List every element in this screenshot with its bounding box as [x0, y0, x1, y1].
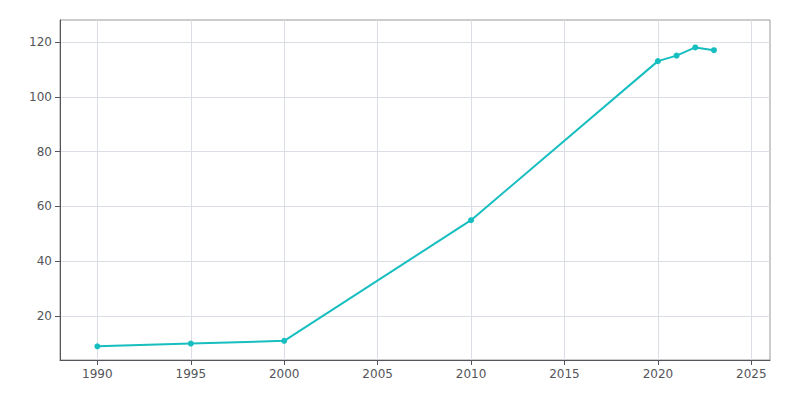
svg-text:40: 40: [37, 254, 52, 268]
svg-text:2000: 2000: [269, 367, 300, 381]
svg-text:20: 20: [37, 309, 52, 323]
svg-text:2015: 2015: [549, 367, 580, 381]
svg-text:1995: 1995: [176, 367, 207, 381]
svg-text:60: 60: [37, 199, 52, 213]
svg-text:2005: 2005: [362, 367, 393, 381]
svg-text:80: 80: [37, 145, 52, 159]
svg-text:2010: 2010: [456, 367, 487, 381]
svg-text:2025: 2025: [736, 367, 767, 381]
svg-text:120: 120: [29, 35, 52, 49]
svg-text:100: 100: [29, 90, 52, 104]
svg-text:1990: 1990: [82, 367, 113, 381]
svg-text:2020: 2020: [643, 367, 674, 381]
